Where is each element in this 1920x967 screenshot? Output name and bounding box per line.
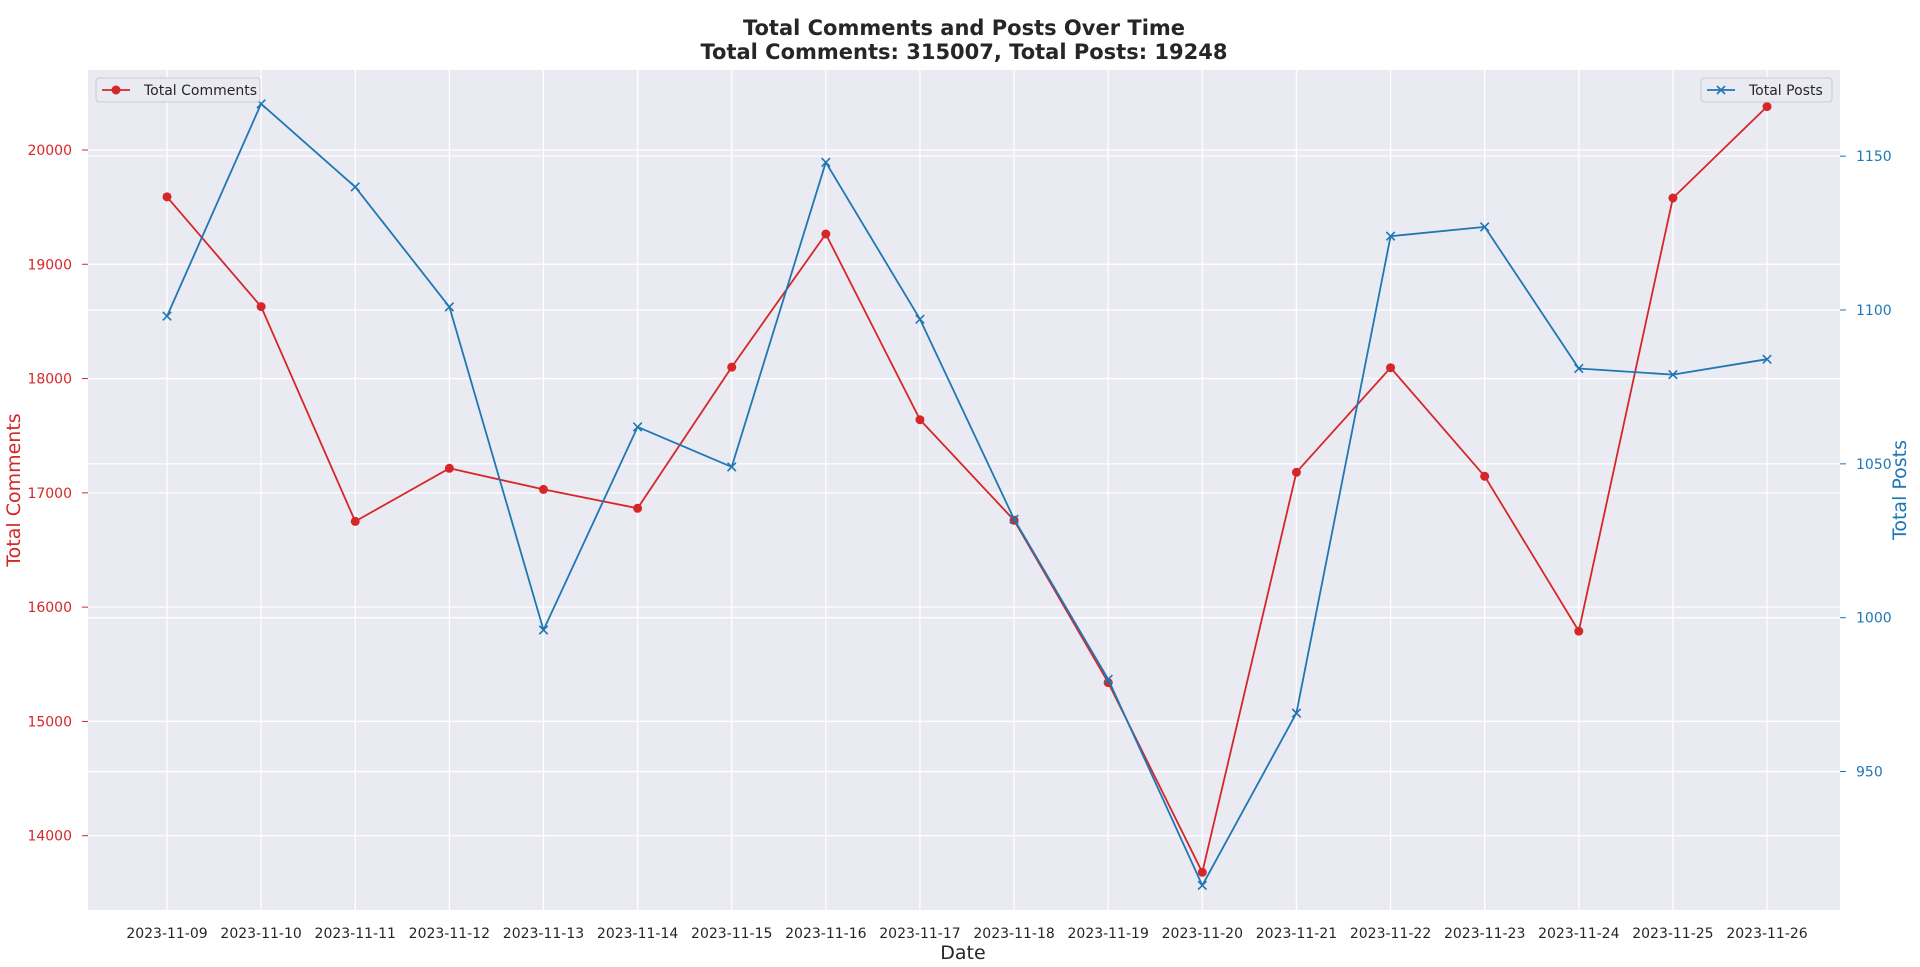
data-point-comments — [1291, 467, 1301, 477]
y-tick-label-right: 1150 — [1856, 149, 1892, 165]
data-point-comments — [1197, 867, 1207, 877]
y-tick-label-right: 1050 — [1856, 457, 1892, 473]
y-tick-label-left: 15000 — [27, 714, 72, 730]
data-point-comments — [727, 362, 737, 372]
chart-subtitle: Total Comments: 315007, Total Posts: 192… — [701, 40, 1228, 64]
x-tick-label: 2023-11-14 — [597, 926, 678, 942]
x-tick-label: 2023-11-11 — [315, 926, 396, 942]
data-point-comments — [633, 503, 643, 513]
x-tick-label: 2023-11-16 — [785, 926, 866, 942]
legend-comments-marker — [111, 85, 121, 95]
y-tick-label-left: 20000 — [27, 143, 72, 159]
data-point-comments — [821, 229, 831, 239]
data-point-posts — [1668, 369, 1678, 380]
x-tick-label: 2023-11-25 — [1632, 926, 1713, 942]
x-tick-label: 2023-11-20 — [1162, 926, 1243, 942]
x-tick-label: 2023-11-18 — [973, 926, 1054, 942]
x-tick-label: 2023-11-24 — [1538, 926, 1619, 942]
data-point-comments — [1386, 363, 1396, 373]
y-tick-label-left: 19000 — [27, 257, 72, 273]
x-tick-label: 2023-11-22 — [1350, 926, 1431, 942]
data-point-comments — [1668, 193, 1678, 203]
ticks: 2023-11-09 2023-11-10 2023-11-11 2023-11-12… — [27, 143, 1891, 942]
legend-posts: Total Posts — [1700, 77, 1833, 103]
y-tick-label-left: 17000 — [27, 486, 72, 502]
legend-posts-label: Total Posts — [1748, 83, 1823, 99]
data-point-posts — [632, 422, 643, 432]
data-point-posts — [821, 157, 831, 168]
y-axis-label-left: Total Comments — [3, 413, 25, 567]
data-point-comments — [444, 463, 454, 473]
x-tick-label: 2023-11-10 — [220, 926, 301, 942]
x-tick-label: 2023-11-19 — [1068, 926, 1149, 942]
y-tick-label-right: 1000 — [1856, 611, 1892, 627]
series-line-comments — [166, 105, 1768, 874]
data-point-comments — [1574, 626, 1584, 636]
data-point-posts — [538, 625, 549, 635]
x-tick-label: 2023-11-23 — [1444, 926, 1525, 942]
data-point-comments — [915, 415, 925, 425]
data-point-posts — [162, 311, 172, 321]
data-point-posts — [915, 314, 925, 324]
x-tick-label: 2023-11-13 — [503, 926, 584, 942]
data-point-posts — [1479, 222, 1490, 232]
legend-comments-label: Total Comments — [143, 83, 257, 99]
y-tick-label-right: 950 — [1856, 765, 1883, 781]
data-point-posts — [1762, 354, 1772, 364]
data-point-posts — [1574, 363, 1584, 374]
y-tick-label-left: 18000 — [27, 372, 72, 388]
y-tick-label-left: 16000 — [27, 600, 72, 616]
y-axis-label-right: Total Posts — [1889, 440, 1911, 541]
x-axis-label: Date — [940, 942, 985, 964]
x-tick-label: 2023-11-12 — [409, 926, 490, 942]
grid — [88, 70, 1840, 910]
legend-posts-marker — [1716, 85, 1726, 95]
x-tick-label: 2023-11-26 — [1726, 926, 1807, 942]
x-tick-label: 2023-11-09 — [126, 926, 207, 942]
data-point-posts — [350, 182, 361, 192]
legend-comments: Total Comments — [95, 77, 261, 103]
series-line-posts — [166, 102, 1768, 887]
plot-area — [88, 70, 1840, 910]
data-point-comments — [538, 484, 548, 494]
data-point-comments — [162, 192, 172, 202]
data-point-posts — [1291, 708, 1302, 718]
data-point-posts — [444, 302, 455, 312]
data-point-comments — [256, 302, 266, 312]
data-point-posts — [1103, 674, 1113, 684]
y-tick-label-right: 1100 — [1856, 303, 1892, 319]
chart-title: Total Comments and Posts Over Time — [743, 16, 1185, 40]
data-point-comments — [1480, 471, 1490, 481]
series-layer — [162, 99, 1772, 891]
data-point-comments — [350, 516, 360, 526]
x-tick-label: 2023-11-15 — [691, 926, 772, 942]
y-tick-label-left: 14000 — [27, 829, 72, 845]
legend-posts-box — [1700, 77, 1833, 103]
x-tick-label: 2023-11-21 — [1256, 926, 1337, 942]
legend-comments-box — [95, 77, 261, 103]
data-point-comments — [1762, 102, 1772, 112]
data-point-posts — [1009, 514, 1019, 524]
data-point-posts — [1385, 231, 1396, 241]
data-point-posts — [726, 462, 737, 472]
x-tick-label: 2023-11-17 — [879, 926, 960, 942]
data-point-posts — [1197, 880, 1208, 891]
